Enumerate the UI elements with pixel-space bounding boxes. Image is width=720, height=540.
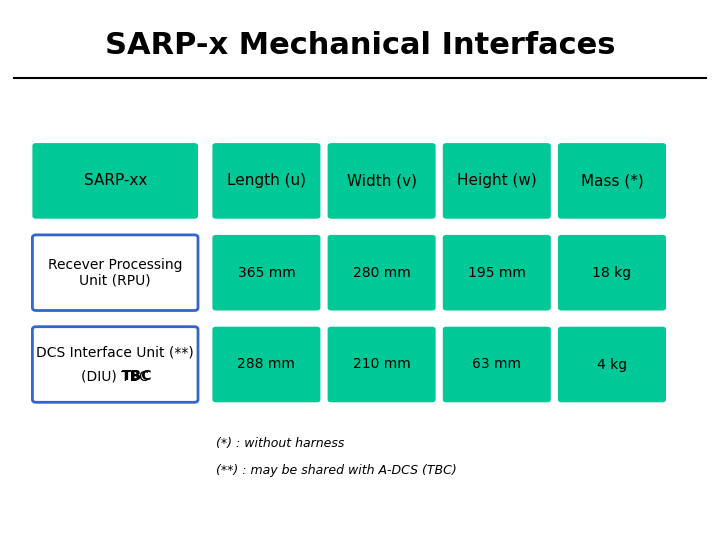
Text: Length (u): Length (u) [227,173,306,188]
FancyBboxPatch shape [32,143,198,219]
Text: 4 kg: 4 kg [597,357,627,372]
FancyBboxPatch shape [558,235,666,310]
FancyBboxPatch shape [328,327,436,402]
FancyBboxPatch shape [328,235,436,310]
Text: 210 mm: 210 mm [353,357,410,372]
Text: Recever Processing
Unit (RPU): Recever Processing Unit (RPU) [48,258,182,288]
FancyBboxPatch shape [212,235,320,310]
FancyBboxPatch shape [558,327,666,402]
Text: TBC: TBC [122,369,152,383]
FancyBboxPatch shape [32,235,198,310]
FancyBboxPatch shape [558,143,666,219]
Text: SARP-x Mechanical Interfaces: SARP-x Mechanical Interfaces [104,31,616,60]
Text: SARP-xx: SARP-xx [84,173,147,188]
Text: 288 mm: 288 mm [238,357,295,372]
FancyBboxPatch shape [212,327,320,402]
Text: 280 mm: 280 mm [353,266,410,280]
Text: 195 mm: 195 mm [468,266,526,280]
Text: (**) : may be shared with A-DCS (TBC): (**) : may be shared with A-DCS (TBC) [216,464,456,477]
Text: Mass (*): Mass (*) [580,173,644,188]
Text: 63 mm: 63 mm [472,357,521,372]
FancyBboxPatch shape [443,327,551,402]
FancyBboxPatch shape [212,143,320,219]
Text: Height (w): Height (w) [457,173,536,188]
Text: (*) : without harness: (*) : without harness [216,437,344,450]
Text: Width (v): Width (v) [346,173,417,188]
Text: 365 mm: 365 mm [238,266,295,280]
Text: 18 kg: 18 kg [593,266,631,280]
FancyBboxPatch shape [443,143,551,219]
FancyBboxPatch shape [443,235,551,310]
FancyBboxPatch shape [328,143,436,219]
Text: DCS Interface Unit (**): DCS Interface Unit (**) [36,346,194,360]
Text: (DIU) TBC: (DIU) TBC [81,369,149,383]
FancyBboxPatch shape [32,327,198,402]
